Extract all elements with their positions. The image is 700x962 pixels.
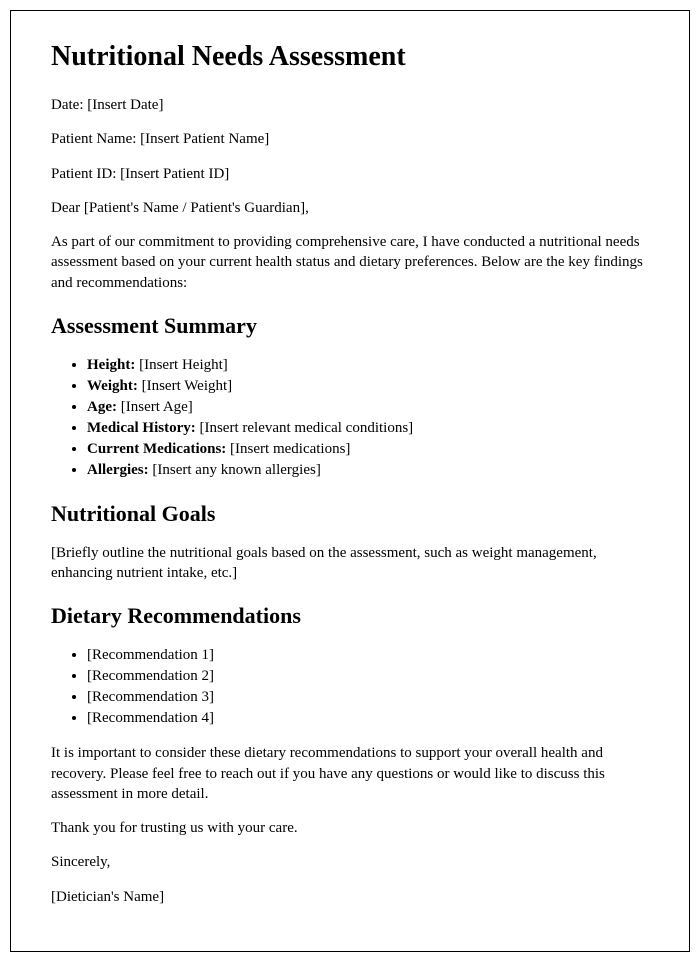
patient-id-label: Patient ID: [51,166,120,182]
patient-name-line: Patient Name: [Insert Patient Name] [51,129,649,149]
list-item: [Recommendation 2] [87,666,649,687]
item-value: [Insert any known allergies] [149,462,321,478]
closing-paragraph: It is important to consider these dietar… [51,743,649,804]
list-item: Current Medications: [Insert medications… [87,439,649,460]
nutritional-goals-heading: Nutritional Goals [51,501,649,527]
list-item: Allergies: [Insert any known allergies] [87,460,649,481]
date-line: Date: [Insert Date] [51,95,649,115]
assessment-summary-heading: Assessment Summary [51,313,649,339]
list-item: [Recommendation 3] [87,687,649,708]
list-item: Weight: [Insert Weight] [87,376,649,397]
date-label: Date: [51,97,87,113]
patient-name-value: [Insert Patient Name] [140,131,269,147]
patient-id-value: [Insert Patient ID] [120,166,229,182]
list-item: [Recommendation 1] [87,645,649,666]
item-value: [Insert Age] [117,399,193,415]
thank-you: Thank you for trusting us with your care… [51,818,649,838]
list-item: Medical History: [Insert relevant medica… [87,418,649,439]
salutation: Dear [Patient's Name / Patient's Guardia… [51,198,649,218]
nutritional-goals-text: [Briefly outline the nutritional goals b… [51,543,649,584]
patient-id-line: Patient ID: [Insert Patient ID] [51,164,649,184]
item-label: Age: [87,399,117,415]
signer-name: [Dietician's Name] [51,887,649,907]
item-value: [Insert medications] [226,441,350,457]
dietary-recommendations-heading: Dietary Recommendations [51,603,649,629]
document-title: Nutritional Needs Assessment [51,41,649,73]
item-label: Height: [87,357,135,373]
dietary-recommendations-list: [Recommendation 1] [Recommendation 2] [R… [87,645,649,729]
assessment-summary-list: Height: [Insert Height] Weight: [Insert … [87,355,649,481]
item-value: [Insert Height] [135,357,227,373]
date-value: [Insert Date] [87,97,163,113]
list-item: Height: [Insert Height] [87,355,649,376]
item-label: Current Medications: [87,441,226,457]
item-value: [Insert Weight] [138,378,232,394]
patient-name-label: Patient Name: [51,131,140,147]
signoff: Sincerely, [51,852,649,872]
list-item: Age: [Insert Age] [87,397,649,418]
intro-paragraph: As part of our commitment to providing c… [51,232,649,293]
item-label: Allergies: [87,462,149,478]
document-page: Nutritional Needs Assessment Date: [Inse… [10,10,690,952]
item-label: Medical History: [87,420,196,436]
list-item: [Recommendation 4] [87,708,649,729]
item-label: Weight: [87,378,138,394]
item-value: [Insert relevant medical conditions] [196,420,413,436]
